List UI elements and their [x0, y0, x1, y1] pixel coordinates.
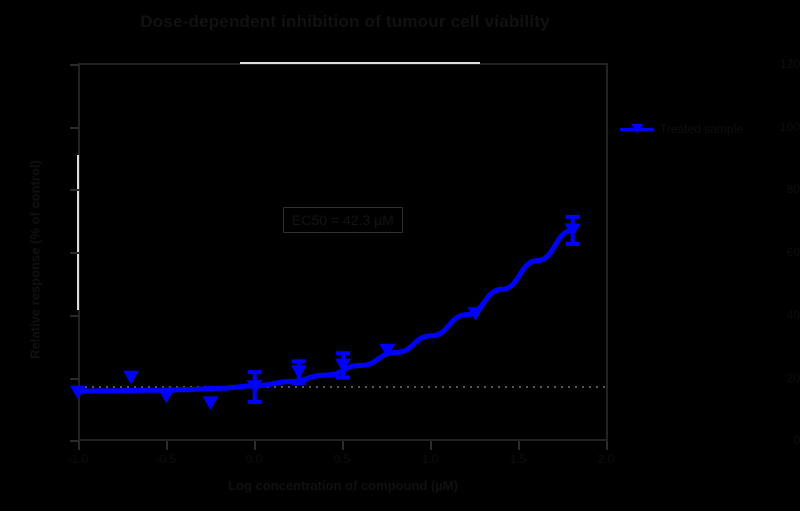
sigmoidal-fit-curve: [75, 227, 576, 394]
data-point-marker: [564, 223, 581, 238]
x-axis-tick: [430, 441, 432, 450]
y-axis-tick-label: 60: [786, 245, 800, 259]
y-axis-title: Relative response (% of control): [27, 160, 43, 359]
y-axis-tick-label: 20: [786, 371, 800, 385]
x-axis-tick: [342, 441, 344, 450]
plot-frame-left-highlight: [77, 155, 79, 310]
x-axis-tick: [78, 441, 80, 450]
fit-curve-group: [75, 227, 576, 394]
x-axis-tick-label: 0.5: [333, 452, 351, 466]
y-axis-tick: [70, 315, 79, 317]
data-point-marker: [70, 385, 86, 400]
data-point-marker: [290, 365, 307, 379]
data-point-marker: [123, 370, 139, 385]
x-axis-tick: [606, 441, 608, 450]
y-axis-tick-label: 0: [793, 433, 800, 447]
x-axis-tick: [166, 441, 168, 450]
legend-entry-label: Treated sample: [660, 122, 743, 136]
x-axis-tick-label: -0.5: [155, 452, 177, 466]
data-point-marker: [158, 389, 175, 404]
data-point-marker: [246, 380, 263, 394]
chart-title: Dose-dependent inhibition of tumour cell…: [140, 12, 550, 31]
y-axis-tick-label: 40: [786, 308, 800, 322]
y-axis-tick-label: 100: [779, 120, 800, 134]
data-point-marker: [335, 358, 351, 373]
x-axis-tick: [254, 441, 256, 450]
y-axis-tick: [70, 64, 79, 66]
data-point-marker: [467, 307, 484, 321]
plot-data-layer: [70, 214, 608, 410]
y-axis-tick-label: 120: [779, 57, 800, 71]
x-axis-tick: [518, 441, 520, 450]
x-axis-tick-label: 0.0: [245, 452, 263, 466]
legend-marker-icon: [620, 121, 654, 137]
x-axis-tick-label: 1.5: [509, 452, 527, 466]
plot-frame-top-highlight: [240, 62, 480, 64]
y-axis-tick-label: 80: [786, 182, 800, 196]
y-axis-tick: [70, 252, 79, 254]
chart-legend: Treated sample: [616, 118, 747, 140]
y-axis-tick: [70, 189, 79, 191]
data-marker-group: [70, 223, 581, 410]
y-axis-tick: [70, 440, 79, 442]
x-axis-tick-label: 1.0: [421, 452, 439, 466]
y-axis-tick: [70, 378, 79, 380]
ec50-annotation: EC50 = 42.3 µM: [283, 207, 403, 233]
x-axis-title: Log concentration of compound (µM): [228, 478, 458, 493]
y-axis-tick: [70, 127, 79, 129]
x-axis-tick-label: -1.0: [67, 452, 89, 466]
data-point-marker: [202, 396, 219, 410]
x-axis-tick-label: 2.0: [597, 452, 615, 466]
data-point-marker: [379, 343, 396, 358]
